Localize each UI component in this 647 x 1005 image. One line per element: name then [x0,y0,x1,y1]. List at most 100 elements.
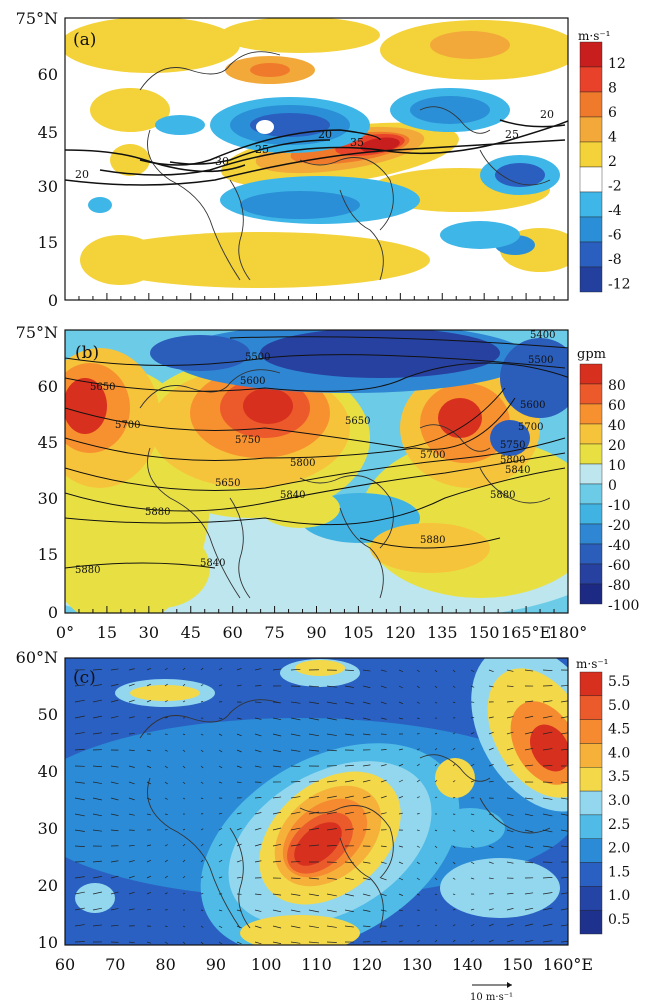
wind-vector [128,683,135,687]
wind-vector [236,717,242,720]
wind-vector [542,700,553,703]
wind-vector [362,828,371,831]
wind-vector [182,765,186,769]
wind-vector [542,731,553,735]
longitude-label: 150 [469,623,500,642]
wind-vector [74,829,85,832]
wind-vector [236,860,242,863]
contour-label: 5840 [200,558,225,569]
wind-vector [74,715,85,719]
wind-vector [146,813,152,816]
wind-vector [416,893,420,896]
wind-vector [416,877,420,881]
colorbar-segment [579,563,603,585]
wind-vector [398,909,403,912]
wind-vector [236,684,242,687]
colorbar-segment [579,116,603,143]
colorbar-tick-label: -10 [608,498,631,514]
wind-vector [110,732,119,735]
colorbar-tick-label: -2 [608,179,622,195]
wind-vector [308,877,320,880]
wind-vector [272,909,282,913]
wind-vector [164,875,168,879]
wind-vector [308,941,319,944]
wind-vector [272,717,282,721]
colorbar-segment [579,503,603,525]
wind-vector [74,699,85,703]
wind-vector [182,892,186,895]
coastline [299,157,394,231]
colorbar-unit: gpm [577,347,606,362]
jet-contour [65,149,246,173]
colorbar-tick-label: -6 [608,228,622,244]
colorbar-segment [579,814,603,839]
wind-vector [524,907,534,911]
colorbar-segment [579,671,603,697]
wind-vector [128,765,135,768]
wind-vector [416,779,420,783]
colorbar-tick-label: -12 [608,277,631,293]
wind-vector [74,876,85,879]
wind-vector [560,892,568,895]
wind-vector [380,940,387,943]
wind-vector [236,827,242,831]
wind-vector [362,685,371,689]
wind-vector [200,765,204,769]
wind-vector [506,939,514,943]
wind-vector [146,859,152,863]
coastline [339,837,384,929]
wind-vector [452,845,456,849]
wind-vector [200,797,204,800]
contour-label: 5880 [490,490,515,501]
wind-vector [74,684,85,687]
wind-vector [200,876,204,879]
wind-vector [452,732,456,735]
wind-vector [362,795,371,799]
colorbar-segment [579,719,603,744]
longitude-label: 90 [206,955,226,974]
wind-vector [290,925,301,929]
wind-vector [218,684,223,687]
longitude-label: 30 [139,623,159,642]
wind-vector [164,667,168,671]
wind-vector [308,811,320,815]
contour-label: 20 [75,168,89,181]
wind-vector [506,716,514,719]
wind-vector [254,701,262,703]
contour-label: 5840 [280,490,305,501]
wind-vector [92,669,102,671]
wind-vector [164,813,168,815]
contour-label: 5700 [420,450,445,461]
shaded-anomaly-area [243,388,293,424]
wind-vector [254,733,262,737]
wind-vector [326,811,337,815]
wind-vector [146,875,152,879]
shaded-anomaly-area [440,221,520,249]
map-frame [64,657,569,946]
wind-vector [380,669,387,672]
wind-vector [398,685,404,689]
wind-vector [542,892,553,895]
wind-vector [254,827,262,831]
wind-vector [182,797,186,800]
wind-vector [200,941,204,945]
wind-vector [200,781,204,784]
wind-vector [560,908,568,911]
wind-vector [218,781,223,784]
height-contour [359,537,501,549]
coastline [339,189,384,281]
wind-vector [218,765,223,769]
wind-vector [524,923,534,927]
wind-vector [380,795,387,799]
wind-vector [506,845,514,849]
colorbar-tick-label: 2 [608,154,617,170]
wind-vector [164,749,168,752]
wind-vector [452,701,456,704]
wind-vector [506,764,514,767]
colorbar-tick-label: -4 [608,203,622,219]
longitude-label: 60 [222,623,242,642]
wind-vector [308,925,320,929]
colorbar-segment [579,767,603,792]
wind-vector [416,924,420,927]
wind-vector [92,797,102,801]
